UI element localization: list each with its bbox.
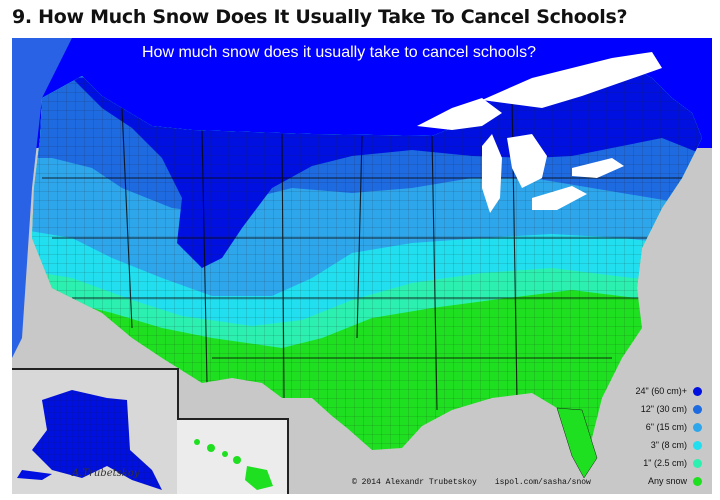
legend-swatch-3in <box>693 440 702 450</box>
legend-swatch-6in <box>693 422 702 432</box>
pacific-ocean <box>12 38 72 358</box>
great-lakes <box>417 52 662 213</box>
article-heading: 9. How Much Snow Does It Usually Take To… <box>12 6 628 28</box>
legend-swatch-1in <box>693 458 702 468</box>
legend-item-1in: 1" (2.5 cm) <box>582 454 702 472</box>
legend-swatch-24in <box>693 386 702 396</box>
legend-swatch-any-snow <box>693 476 702 486</box>
signature: A.Trubetskoy <box>72 468 140 479</box>
snow-map: How much snow does it usually take to ca… <box>12 38 712 494</box>
legend-item-6in: 6" (15 cm) <box>582 418 702 436</box>
alaska-inset: A.Trubetskoy <box>12 368 179 494</box>
credit-url: ispol.com/sasha/snow <box>494 478 591 487</box>
map-title: How much snow does it usually take to ca… <box>142 44 536 61</box>
hawaii-inset <box>177 418 289 494</box>
legend-item-3in: 3" (8 cm) <box>582 436 702 454</box>
legend-item-12in: 12" (30 cm) <box>582 400 702 418</box>
map-credit: © 2014 Alexandr Trubetskoy ispol.com/sash… <box>352 478 591 487</box>
alaska-map <box>17 390 162 490</box>
hawaii-map <box>194 439 273 490</box>
map-legend: 24" (60 cm)+ 12" (30 cm) 6" (15 cm) 3" (… <box>582 382 702 490</box>
legend-item-any-snow: Any snow <box>582 472 702 490</box>
florida <box>556 407 598 479</box>
credit-author: © 2014 Alexandr Trubetskoy <box>352 478 477 487</box>
legend-swatch-12in <box>693 404 702 414</box>
legend-item-24in: 24" (60 cm)+ <box>582 382 702 400</box>
